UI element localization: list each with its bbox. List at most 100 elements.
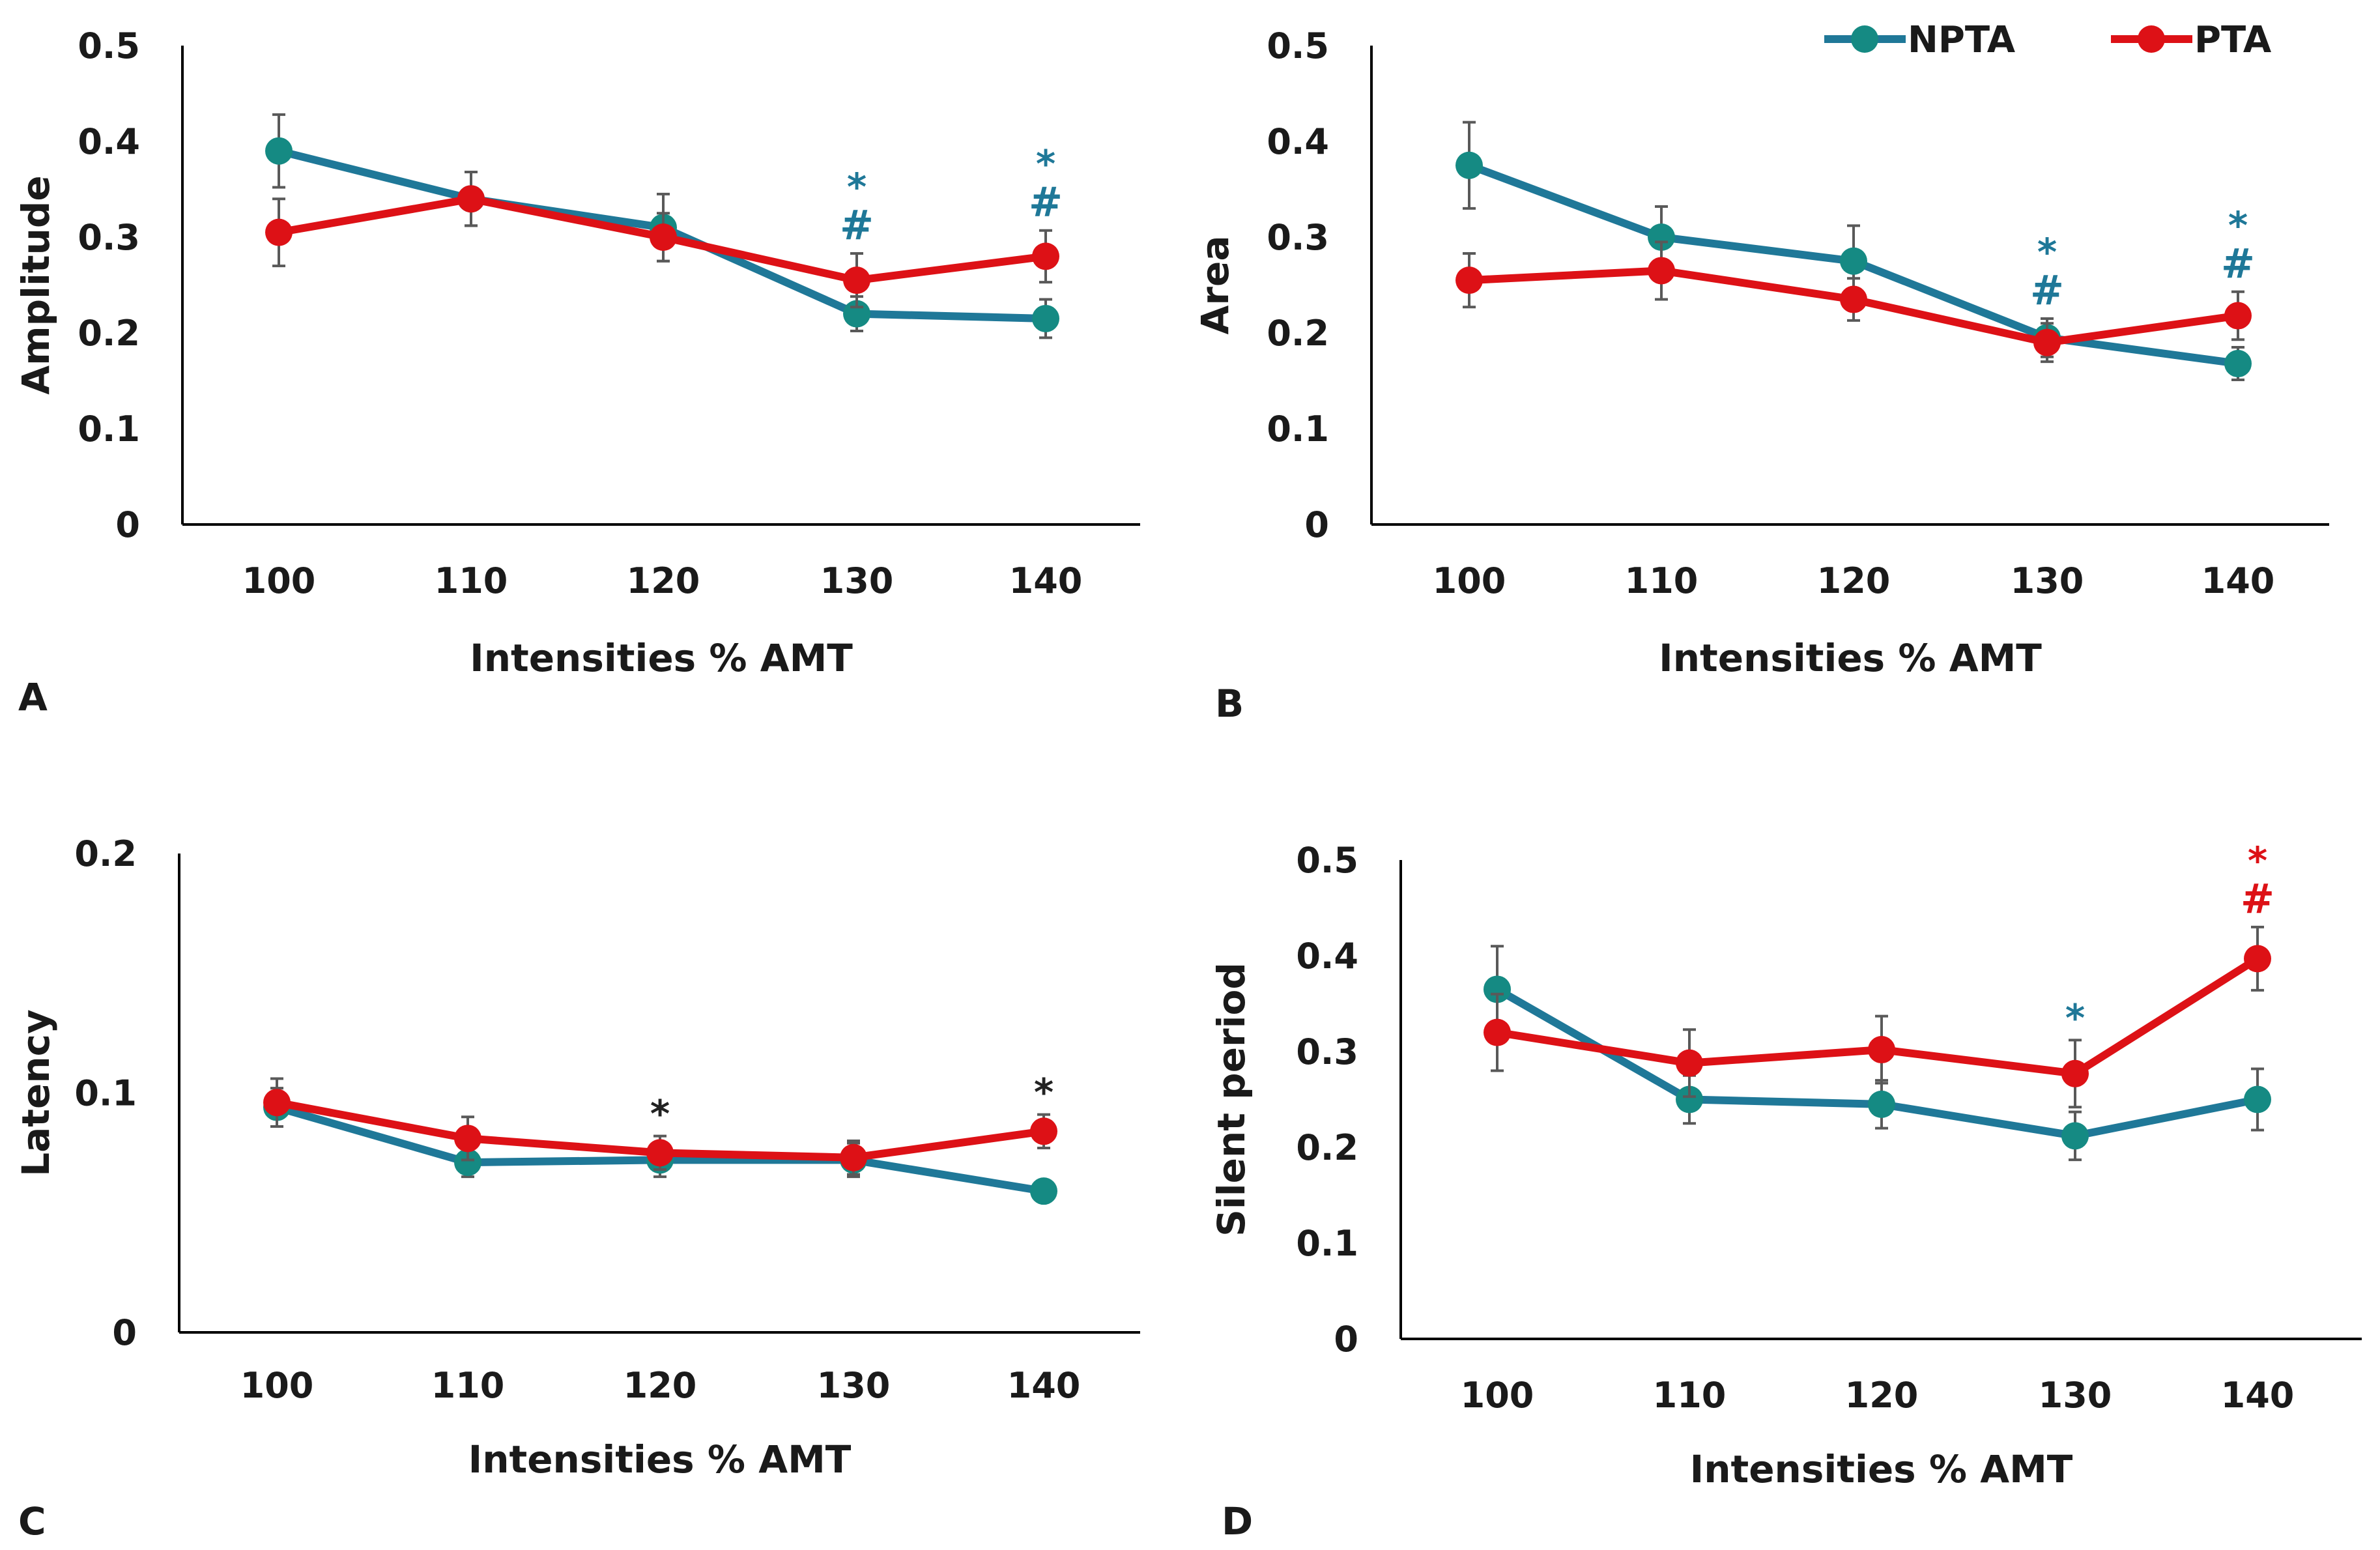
npta-data-point <box>1030 1177 1057 1205</box>
pta-data-point <box>265 218 293 246</box>
x-tick-label: 120 <box>1817 560 1891 601</box>
significance-star: * <box>847 165 867 209</box>
npta-data-point <box>2061 1122 2089 1150</box>
significance-star: * <box>2228 203 2248 248</box>
npta-data-point <box>1648 223 1675 251</box>
x-axis-title: Intensities % AMT <box>1690 1447 2073 1491</box>
npta-data-point <box>1484 975 1511 1003</box>
y-tick-label: 0.5 <box>78 25 140 66</box>
x-axis-title: Intensities % AMT <box>470 636 853 680</box>
legend-npta-label: NPTA <box>1908 19 2016 61</box>
panel-label: D <box>1222 1499 1253 1543</box>
x-tick-label: 130 <box>2039 1375 2112 1416</box>
pta-data-point <box>2061 1059 2089 1087</box>
panel-label: A <box>18 675 48 719</box>
pta-data-point <box>2244 945 2271 973</box>
npta-data-point <box>1868 1090 1895 1118</box>
pta-data-point <box>454 1125 481 1153</box>
npta-data-point <box>1032 304 1059 332</box>
x-tick-label: 110 <box>435 560 508 601</box>
panel-a-amplitude: 0 0.1 0.2 0.3 0.4 0.5 100 110 120 130 140 Intensiti… <box>14 25 1140 719</box>
npta-data-point <box>454 1149 481 1177</box>
x-tick-label: 140 <box>2221 1375 2295 1416</box>
pta-data-point <box>1676 1049 1703 1077</box>
y-tick-label: 0.3 <box>78 217 140 258</box>
significance-hash: # <box>2221 240 2255 287</box>
y-tick-label: 0.2 <box>1267 313 1329 354</box>
y-tick-label: 0 <box>1334 1319 1358 1360</box>
x-tick-label: 140 <box>1009 560 1083 601</box>
significance-star: * <box>2065 996 2085 1040</box>
x-tick-label: 110 <box>1625 560 1699 601</box>
x-axis-title: Intensities % AMT <box>1659 636 2042 680</box>
legend: NPTA PTA <box>1824 19 2272 61</box>
npta-data-point <box>2244 1085 2271 1113</box>
panel-b-area: 0 0.1 0.2 0.3 0.4 0.5 100 110 120 130 140 Intensiti… <box>1193 25 2329 726</box>
significance-star: * <box>1036 142 1055 186</box>
y-tick-label: 0.5 <box>1267 25 1329 66</box>
pta-data-point <box>843 266 870 294</box>
significance-star: * <box>2037 230 2057 274</box>
panel-label: B <box>1215 682 1244 726</box>
y-tick-label: 0 <box>1304 504 1329 545</box>
legend-npta-marker <box>1851 25 1878 53</box>
pta-data-point <box>457 185 485 213</box>
pta-data-point <box>1648 257 1675 285</box>
panel-label: C <box>18 1499 46 1543</box>
y-tick-label: 0.1 <box>1296 1223 1358 1264</box>
y-tick-label: 0.1 <box>74 1073 137 1114</box>
x-tick-label: 120 <box>624 1365 697 1406</box>
pta-data-point <box>1455 266 1483 294</box>
y-tick-label: 0.4 <box>1296 936 1358 977</box>
x-tick-label: 100 <box>242 560 316 601</box>
y-tick-label: 0.5 <box>1296 840 1358 881</box>
npta-data-point <box>1840 247 1867 275</box>
pta-data-point <box>1840 285 1867 313</box>
y-tick-label: 0.3 <box>1267 217 1329 258</box>
significance-hash: # <box>2030 266 2064 314</box>
x-tick-label: 130 <box>817 1365 891 1406</box>
x-tick-label: 110 <box>431 1365 505 1406</box>
legend-pta-marker <box>2138 25 2165 53</box>
panel-d-silent-period: 0 0.1 0.2 0.3 0.4 0.5 100 110 120 130 140 Intensiti… <box>1209 839 2362 1543</box>
y-tick-label: 0.1 <box>78 409 140 450</box>
y-tick-label: 0.2 <box>78 313 140 354</box>
y-axis-title: Area <box>1193 236 1237 335</box>
pta-data-point <box>263 1089 291 1117</box>
x-tick-label: 100 <box>1433 560 1506 601</box>
pta-data-point <box>1868 1036 1895 1064</box>
y-tick-label: 0.4 <box>1267 121 1329 162</box>
significance-star: * <box>650 1092 670 1136</box>
y-axis-title: Amplitude <box>14 175 58 394</box>
y-tick-label: 0 <box>112 1312 137 1353</box>
npta-data-point <box>265 137 293 165</box>
npta-data-point <box>1676 1085 1703 1113</box>
x-tick-label: 140 <box>2201 560 2275 601</box>
pta-data-point <box>2224 302 2252 330</box>
significance-hash: # <box>840 201 874 249</box>
pta-data-point <box>1030 1117 1057 1145</box>
npta-data-point <box>843 300 870 328</box>
y-tick-label: 0.3 <box>1296 1031 1358 1072</box>
significance-hash: # <box>1029 179 1063 226</box>
panel-c-latency: 0 0.1 0.2 100 110 120 130 140 Intensities % AMT L… <box>14 833 1140 1543</box>
significance-hash: # <box>2241 875 2274 923</box>
x-tick-label: 140 <box>1007 1365 1081 1406</box>
y-tick-label: 0.2 <box>1296 1127 1358 1168</box>
x-tick-label: 100 <box>240 1365 314 1406</box>
y-tick-label: 0.1 <box>1267 409 1329 450</box>
x-tick-label: 130 <box>820 560 894 601</box>
pta-data-point <box>650 223 677 251</box>
y-axis-title: Silent period <box>1209 962 1254 1237</box>
pta-data-point <box>2033 328 2061 356</box>
legend-pta-label: PTA <box>2194 19 2272 61</box>
npta-data-point <box>2224 350 2252 378</box>
x-tick-label: 100 <box>1461 1375 1534 1416</box>
x-tick-label: 130 <box>2011 560 2084 601</box>
x-tick-label: 110 <box>1653 1375 1727 1416</box>
significance-star: * <box>2248 839 2267 883</box>
y-axis-title: Latency <box>14 1009 58 1177</box>
npta-data-point <box>1455 151 1483 179</box>
x-tick-label: 120 <box>627 560 700 601</box>
